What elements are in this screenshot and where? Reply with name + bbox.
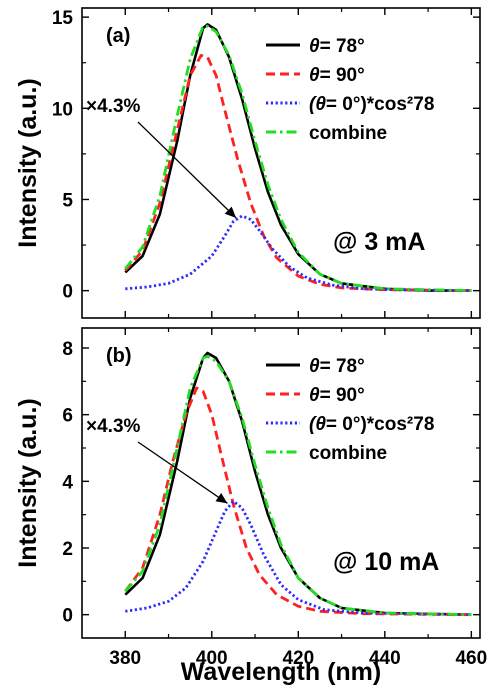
legend: θ= 78° θ= 90° (θ= 0°)*cos²78 combine <box>266 36 434 144</box>
legend-entry-3: combine <box>309 443 387 464</box>
legend-entry-2: (θ= 0°)*cos²78 <box>309 94 434 115</box>
y-tick-label: 15 <box>52 8 74 29</box>
y-tick-label: 0 <box>62 282 73 303</box>
x-tick-label: 400 <box>196 648 228 669</box>
legend-entry-0: θ= 78° <box>309 356 365 377</box>
y-tick-label: 8 <box>62 339 73 360</box>
x-axis-title: Wavelength (nm) <box>181 658 381 686</box>
y-tick-label: 2 <box>62 539 73 560</box>
panel-b: 380 400 420 440 460 0 2 4 6 8 Intensity (a.u.) Wave… <box>14 327 487 686</box>
plot-frame <box>81 327 481 639</box>
x-tick-label: 380 <box>109 648 141 669</box>
legend: θ= 78° θ= 90° (θ= 0°)*cos²78 combine <box>266 356 434 464</box>
y-tick-label: 4 <box>62 472 73 493</box>
annotation-arrow-line <box>137 121 237 219</box>
annotation-arrow-line <box>137 441 228 504</box>
panel-label: (a) <box>106 25 130 47</box>
series-line-1 <box>124 54 472 292</box>
y-tick-label: 10 <box>52 99 73 120</box>
series-line-1 <box>124 386 472 617</box>
current-annotation: @ 3 mA <box>333 228 425 256</box>
legend-entry-2: (θ= 0°)*cos²78 <box>309 414 434 435</box>
x-tick-label: 420 <box>282 648 314 669</box>
plot-frame <box>81 7 481 319</box>
series-line-2 <box>125 214 472 292</box>
scale-annotation: ×4.3% <box>86 416 141 437</box>
legend-entry-3: combine <box>309 123 387 144</box>
y-tick-label: 5 <box>62 190 73 211</box>
legend-entry-1: θ= 90° <box>309 65 365 86</box>
x-tick-label: 440 <box>369 648 401 669</box>
legend-entry-0: θ= 78° <box>309 36 365 57</box>
y-tick-label: 6 <box>62 406 73 427</box>
current-annotation: @ 10 mA <box>333 548 439 576</box>
panel-a: 0 5 10 15 Intensity (a.u.) (a) θ= 78° θ= 90° (θ=… <box>14 7 481 319</box>
annotation-arrow-head <box>224 206 237 218</box>
y-axis-title: Intensity (a.u.) <box>14 78 42 247</box>
y-axis-title: Intensity (a.u.) <box>14 398 42 567</box>
scale-annotation: ×4.3% <box>86 96 141 117</box>
x-tick-label: 460 <box>455 648 487 669</box>
y-tick-label: 0 <box>62 606 73 627</box>
series-line-2 <box>125 499 472 617</box>
annotation-arrow-head <box>215 492 228 504</box>
panel-label: (b) <box>106 345 132 367</box>
legend-entry-1: θ= 90° <box>309 385 365 406</box>
series-line-3 <box>124 24 472 292</box>
